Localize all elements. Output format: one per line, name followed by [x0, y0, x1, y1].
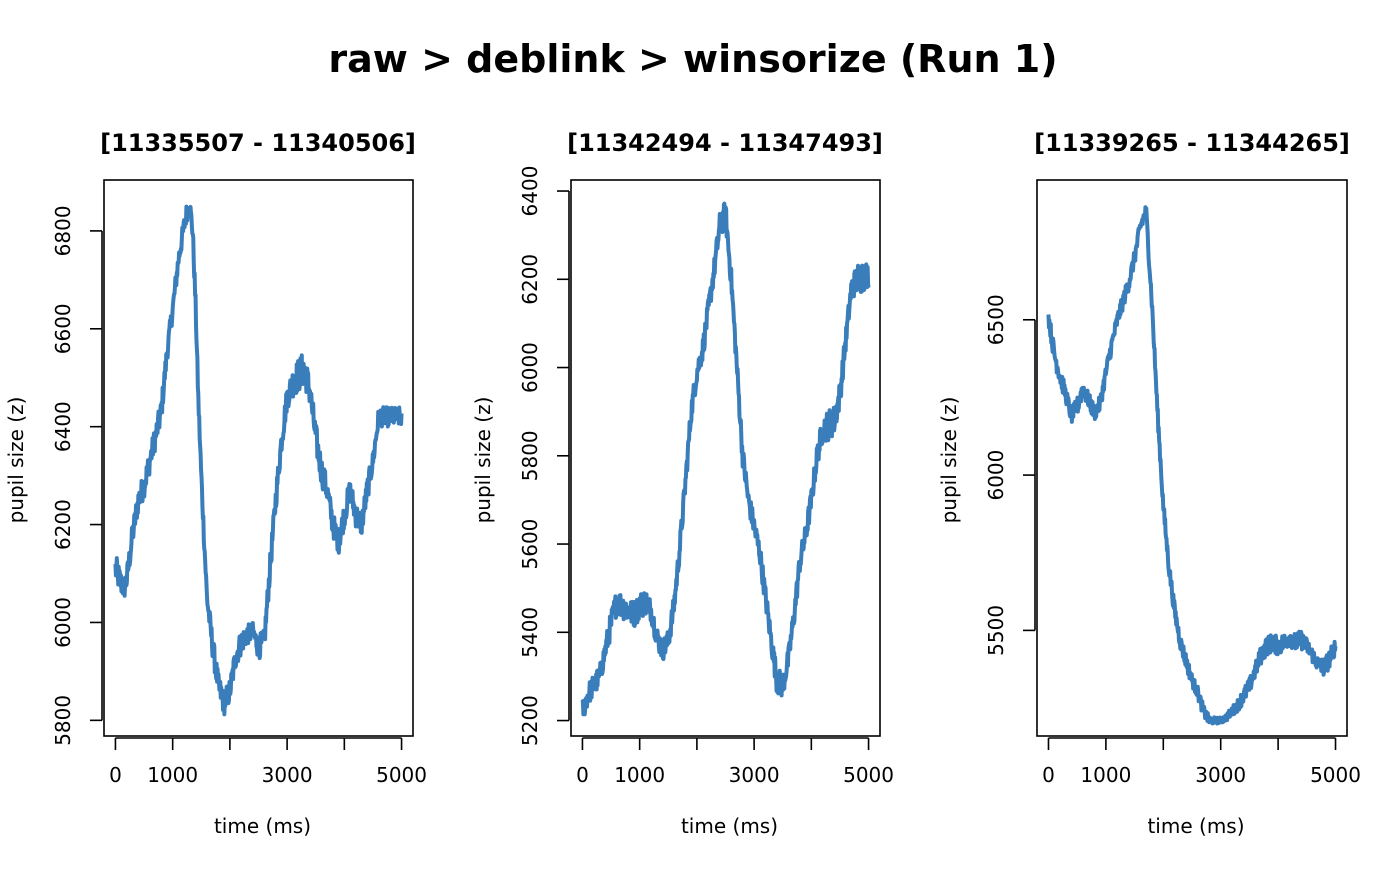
- x-tick-label: 0: [576, 763, 589, 787]
- y-tick-label: 5500: [984, 605, 1008, 656]
- y-tick-label: 5800: [518, 430, 542, 481]
- plot-frame: [1036, 179, 1348, 737]
- y-tick-label: 6400: [518, 166, 542, 217]
- panel-3: [11339265 - 11344265] 0 1000 3000 5000 time (…: [937, 129, 1361, 838]
- x-tick-label: 3000: [729, 763, 780, 787]
- x-tick-label: 3000: [1195, 763, 1246, 787]
- x-tick-label: 0: [1042, 763, 1055, 787]
- y-axis-label: pupil size (z): [937, 397, 961, 524]
- series-line: [580, 201, 871, 717]
- main-title: raw > deblink > winsorize (Run 1): [328, 37, 1057, 81]
- y-tick-label: 6200: [51, 499, 75, 550]
- panel-title: [11335507 - 11340506]: [100, 129, 416, 157]
- plot-frame: [103, 179, 414, 737]
- x-tick-label: 1000: [147, 763, 198, 787]
- x-tick-label: 1000: [1080, 763, 1131, 787]
- y-tick-label: 6000: [984, 450, 1008, 501]
- y-tick-label: 6000: [51, 597, 75, 648]
- y-tick-label: 6200: [518, 254, 542, 305]
- panel-title: [11339265 - 11344265]: [1034, 129, 1350, 157]
- x-tick-label: 5000: [376, 763, 427, 787]
- x-tick-label: 5000: [1310, 763, 1361, 787]
- series-line: [113, 204, 404, 717]
- y-tick-label: 5600: [518, 519, 542, 570]
- y-tick-label: 5800: [51, 695, 75, 746]
- panel-title: [11342494 - 11347493]: [567, 129, 883, 157]
- x-tick-label: 5000: [843, 763, 894, 787]
- y-tick-label: 5200: [518, 695, 542, 746]
- y-tick-label: 5400: [518, 607, 542, 658]
- series-line: [1046, 205, 1338, 726]
- x-tick-label: 0: [109, 763, 122, 787]
- y-axis-label: pupil size (z): [471, 397, 495, 524]
- x-axis-label: time (ms): [681, 814, 778, 838]
- x-axis-label: time (ms): [214, 814, 311, 838]
- y-tick-label: 6400: [51, 401, 75, 452]
- panel-1: [11335507 - 11340506] 0 1000 3000 5000 time (…: [4, 129, 427, 838]
- x-tick-label: 3000: [262, 763, 313, 787]
- plot-frame: [570, 179, 881, 737]
- x-tick-label: 1000: [614, 763, 665, 787]
- y-axis-label: pupil size (z): [4, 397, 28, 524]
- y-tick-label: 6800: [51, 205, 75, 256]
- panel-2: [11342494 - 11347493] 0 1000 3000 5000 time (…: [471, 129, 894, 838]
- y-tick-label: 6000: [518, 342, 542, 393]
- x-axis-label: time (ms): [1147, 814, 1244, 838]
- y-tick-label: 6600: [51, 303, 75, 354]
- y-tick-label: 6500: [984, 294, 1008, 345]
